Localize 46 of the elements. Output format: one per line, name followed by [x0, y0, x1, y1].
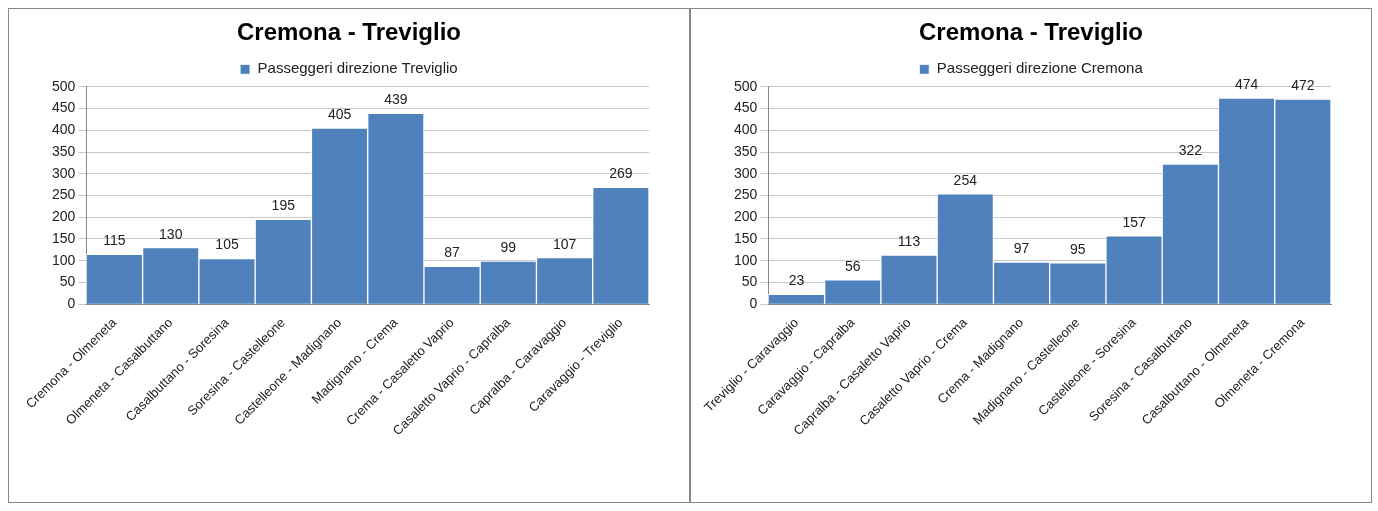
y-tick-label: 100: [734, 251, 758, 268]
data-label: 95: [1070, 240, 1086, 257]
y-tick-label: 500: [52, 77, 76, 94]
data-label: 254: [953, 171, 978, 188]
data-label: 99: [500, 239, 517, 256]
y-tick-label: 200: [52, 208, 76, 225]
y-tick-label: 400: [52, 121, 76, 138]
data-label: 195: [271, 197, 296, 214]
y-tick-label: 150: [734, 229, 758, 246]
y-tick-label: 250: [734, 186, 758, 203]
legend-label: Passeggeri direzione Treviglio: [257, 59, 458, 77]
data-label: 56: [844, 257, 861, 274]
y-tick-label: 0: [67, 295, 76, 312]
data-label: 23: [788, 272, 805, 289]
data-label: 474: [1234, 75, 1259, 92]
y-tick-label: 200: [734, 208, 758, 225]
data-label: 115: [103, 232, 126, 249]
data-label: 439: [384, 91, 408, 108]
data-label: 130: [159, 225, 183, 242]
y-tick-label: 450: [734, 99, 758, 116]
y-tick-label: 100: [52, 251, 76, 268]
y-tick-label: 350: [734, 142, 758, 159]
y-tick-label: 500: [734, 77, 758, 94]
data-label: 113: [897, 232, 921, 249]
y-tick-label: 50: [59, 273, 76, 290]
y-tick-label: 400: [734, 121, 758, 138]
legend-label: Passeggeri direzione Cremona: [936, 59, 1144, 77]
data-label: 105: [215, 236, 239, 253]
y-tick-label: 50: [741, 273, 758, 290]
y-tick-label: 150: [52, 229, 76, 246]
data-label: 322: [1178, 142, 1203, 159]
data-label: 472: [1291, 76, 1315, 93]
chart-title: Cremona - Treviglio: [918, 18, 1144, 46]
y-tick-label: 300: [52, 164, 76, 181]
data-label: 405: [327, 105, 352, 122]
y-tick-label: 300: [734, 164, 758, 181]
y-tick-label: 450: [52, 99, 76, 116]
y-tick-label: 250: [52, 186, 76, 203]
y-tick-label: 350: [52, 142, 76, 159]
y-tick-label: 0: [749, 295, 758, 312]
data-label: 107: [552, 235, 577, 252]
data-label: 87: [444, 244, 461, 261]
data-label: 157: [1122, 213, 1146, 230]
data-label: 97: [1013, 239, 1030, 256]
data-label: 269: [609, 165, 633, 182]
chart-title: Cremona - Treviglio: [236, 18, 462, 46]
